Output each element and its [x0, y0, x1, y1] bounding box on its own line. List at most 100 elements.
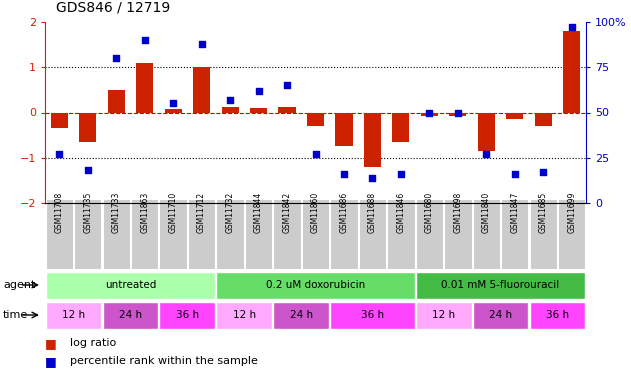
Point [424, 110, 434, 116]
FancyBboxPatch shape [473, 200, 500, 268]
Text: 0.01 mM 5-fluorouracil: 0.01 mM 5-fluorouracil [442, 280, 560, 290]
Bar [278, 107, 295, 112]
FancyBboxPatch shape [245, 200, 272, 268]
Text: GDS846 / 12719: GDS846 / 12719 [56, 1, 170, 15]
Bar [421, 112, 438, 116]
Text: GSM11847: GSM11847 [510, 191, 519, 232]
Text: time: time [3, 310, 28, 320]
Text: GSM11685: GSM11685 [539, 191, 548, 232]
FancyBboxPatch shape [102, 200, 130, 268]
FancyBboxPatch shape [45, 302, 102, 328]
Text: GSM11844: GSM11844 [254, 191, 263, 232]
Text: log ratio: log ratio [70, 339, 117, 348]
Text: GSM11860: GSM11860 [311, 191, 320, 232]
Bar [136, 63, 153, 112]
Text: GSM11735: GSM11735 [83, 191, 92, 232]
Bar [392, 112, 410, 142]
Bar [336, 112, 353, 147]
FancyBboxPatch shape [131, 200, 158, 268]
FancyBboxPatch shape [473, 302, 529, 328]
Point [396, 171, 406, 177]
Point [197, 41, 207, 47]
FancyBboxPatch shape [45, 200, 73, 268]
Text: 12 h: 12 h [62, 310, 85, 320]
Text: GSM11863: GSM11863 [140, 191, 149, 232]
Point [54, 151, 64, 157]
Point [310, 151, 321, 157]
Text: 36 h: 36 h [176, 310, 199, 320]
FancyBboxPatch shape [74, 200, 102, 268]
FancyBboxPatch shape [330, 200, 358, 268]
Bar [478, 112, 495, 151]
Point [254, 88, 264, 94]
Bar [165, 109, 182, 112]
Bar [108, 90, 125, 112]
Point [139, 37, 150, 43]
Bar [193, 67, 210, 112]
FancyBboxPatch shape [416, 200, 443, 268]
FancyBboxPatch shape [501, 200, 529, 268]
Bar [307, 112, 324, 126]
Text: GSM11680: GSM11680 [425, 191, 434, 232]
Text: GSM11686: GSM11686 [339, 191, 348, 232]
Bar [364, 112, 381, 167]
FancyBboxPatch shape [529, 200, 557, 268]
Text: untreated: untreated [105, 280, 156, 290]
FancyBboxPatch shape [444, 200, 471, 268]
FancyBboxPatch shape [273, 200, 301, 268]
FancyBboxPatch shape [273, 302, 329, 328]
Point [168, 100, 178, 106]
Point [225, 97, 235, 103]
Point [567, 24, 577, 30]
FancyBboxPatch shape [216, 302, 272, 328]
Text: 12 h: 12 h [432, 310, 455, 320]
FancyBboxPatch shape [416, 272, 586, 298]
Bar [506, 112, 523, 119]
Text: ■: ■ [45, 337, 61, 350]
Text: 24 h: 24 h [290, 310, 313, 320]
Text: GSM11842: GSM11842 [283, 191, 292, 232]
FancyBboxPatch shape [188, 200, 215, 268]
Bar [563, 31, 581, 112]
Text: 0.2 uM doxorubicin: 0.2 uM doxorubicin [266, 280, 365, 290]
Point [538, 169, 548, 175]
Text: GSM11733: GSM11733 [112, 191, 121, 232]
Bar [534, 112, 552, 126]
FancyBboxPatch shape [330, 302, 415, 328]
FancyBboxPatch shape [359, 200, 386, 268]
FancyBboxPatch shape [387, 200, 415, 268]
Point [111, 55, 121, 61]
Text: GSM11699: GSM11699 [567, 191, 576, 232]
Text: GSM11698: GSM11698 [453, 191, 463, 232]
FancyBboxPatch shape [302, 200, 329, 268]
Bar [221, 107, 239, 112]
FancyBboxPatch shape [160, 302, 215, 328]
FancyBboxPatch shape [102, 302, 158, 328]
Text: GSM11688: GSM11688 [368, 191, 377, 232]
Text: agent: agent [3, 280, 35, 290]
Text: 36 h: 36 h [546, 310, 569, 320]
Point [481, 151, 492, 157]
FancyBboxPatch shape [416, 302, 471, 328]
Text: GSM11846: GSM11846 [396, 191, 406, 232]
Bar [449, 112, 466, 116]
Bar [50, 112, 68, 128]
Text: 24 h: 24 h [119, 310, 142, 320]
Text: GSM11732: GSM11732 [225, 191, 235, 232]
FancyBboxPatch shape [558, 200, 586, 268]
FancyBboxPatch shape [216, 200, 244, 268]
FancyBboxPatch shape [529, 302, 586, 328]
Point [282, 82, 292, 88]
Text: percentile rank within the sample: percentile rank within the sample [70, 357, 258, 366]
Text: ■: ■ [45, 355, 61, 368]
Point [367, 175, 377, 181]
FancyBboxPatch shape [160, 200, 187, 268]
Bar [79, 112, 97, 142]
Text: 36 h: 36 h [361, 310, 384, 320]
FancyBboxPatch shape [216, 272, 415, 298]
Point [453, 110, 463, 116]
Text: 12 h: 12 h [233, 310, 256, 320]
Point [339, 171, 349, 177]
Text: GSM11712: GSM11712 [197, 191, 206, 232]
Text: GSM11708: GSM11708 [55, 191, 64, 232]
